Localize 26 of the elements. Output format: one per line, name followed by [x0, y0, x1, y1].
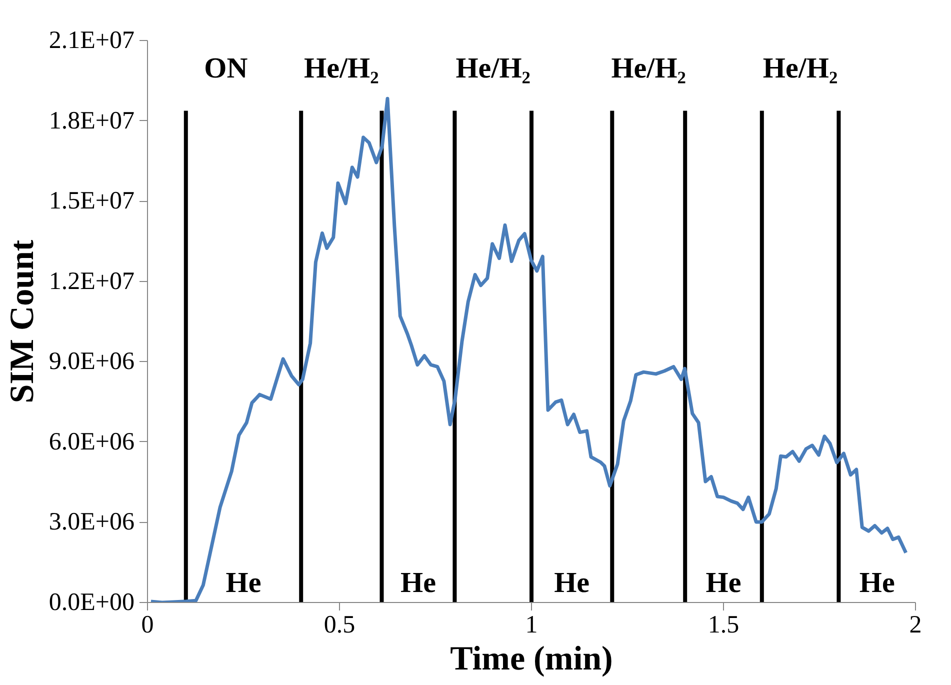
annotation: He [706, 566, 742, 599]
y-tick-label: 3.0E+06 [48, 508, 135, 536]
annotation: He [554, 566, 590, 599]
x-tick-label: 1 [525, 612, 538, 638]
annotation: He [226, 566, 262, 599]
annotation: He/H₂ [304, 52, 379, 85]
annotation: He [859, 566, 895, 599]
annotation: He/H₂ [456, 52, 530, 85]
y-axis-title: SIM Count [4, 239, 41, 404]
annotation: He/H₂ [611, 52, 686, 85]
x-axis-title: Time (min) [450, 640, 613, 678]
annotation: ON [204, 52, 248, 85]
x-tick-label: 0 [141, 612, 154, 638]
y-tick-label: 2.1E+07 [48, 27, 135, 54]
y-tick-label: 1.8E+07 [48, 107, 135, 134]
y-tick-label: 0.0E+00 [48, 589, 135, 616]
x-tick-label: 0.5 [324, 612, 356, 638]
x-tick-label: 2 [909, 612, 922, 638]
y-tick-label: 9.0E+06 [48, 348, 135, 376]
annotation: He/H₂ [762, 52, 838, 85]
x-tick-label: 1.5 [708, 612, 740, 638]
y-tick-label: 6.0E+06 [48, 428, 135, 456]
y-tick-label: 1.2E+07 [48, 268, 135, 295]
line-series [149, 96, 908, 602]
y-tick-label: 1.5E+07 [48, 188, 135, 215]
annotation: He [400, 566, 436, 599]
